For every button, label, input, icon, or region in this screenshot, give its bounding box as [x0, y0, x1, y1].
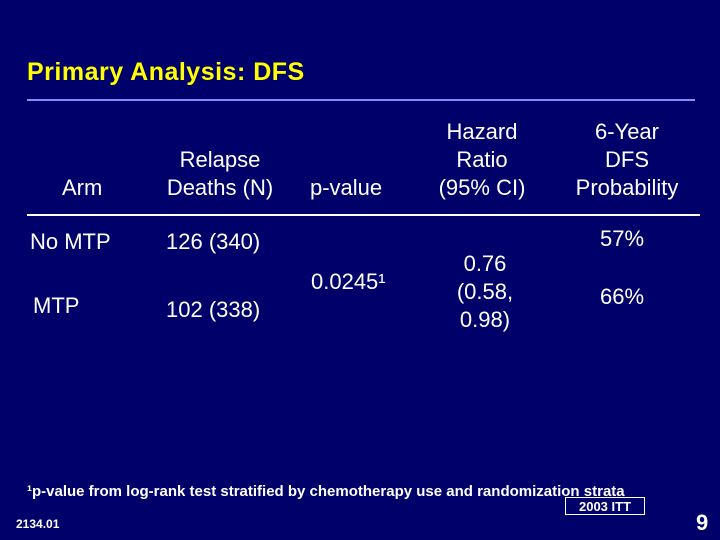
footnote: ¹p-value from log-rank test stratified b… [27, 483, 625, 500]
row-arm-mtp: MTP [33, 293, 80, 318]
row-dfs-no-mtp: 57% [600, 226, 645, 251]
hazard-ratio-estimate: 0.76 [463, 251, 507, 276]
header-hazard-line3: (95% CI) [438, 175, 526, 200]
header-dfs-line3: Probability [575, 175, 679, 200]
header-relapse-deaths: Relapse Deaths (N) [155, 146, 285, 202]
row-relapse-mtp: 102 (338) [166, 297, 261, 322]
itt-stamp: 2003 ITT [565, 497, 645, 515]
header-relapse-deaths-line1: Relapse [179, 147, 261, 172]
hazard-ratio-value: 0.76 (0.58, 0.98) [440, 250, 530, 334]
header-hazard-line2: Ratio [456, 147, 508, 172]
header-hazard-line1: Hazard [446, 119, 518, 144]
row-relapse-no-mtp: 126 (340) [166, 229, 261, 254]
p-value: 0.0245¹ [311, 269, 386, 294]
slide-title: Primary Analysis: DFS [27, 58, 305, 86]
page-number: 9 [696, 510, 709, 535]
header-relapse-deaths-line2: Deaths (N) [166, 175, 274, 200]
row-dfs-mtp: 66% [600, 284, 645, 309]
header-hazard-ratio: Hazard Ratio (95% CI) [427, 118, 537, 202]
table-header-rule [27, 214, 700, 216]
header-p-value: p-value [310, 175, 383, 200]
title-underline [27, 99, 695, 101]
row-arm-no-mtp: No MTP [30, 229, 111, 254]
hazard-ratio-ci-low: (0.58, [456, 279, 514, 304]
header-dfs-probability: 6-Year DFS Probability [562, 118, 692, 202]
slide-code: 2134.01 [16, 517, 60, 531]
header-arm: Arm [62, 175, 103, 200]
header-dfs-line1: 6-Year [594, 119, 659, 144]
header-dfs-line2: DFS [605, 147, 649, 172]
hazard-ratio-ci-high: 0.98) [459, 307, 511, 332]
